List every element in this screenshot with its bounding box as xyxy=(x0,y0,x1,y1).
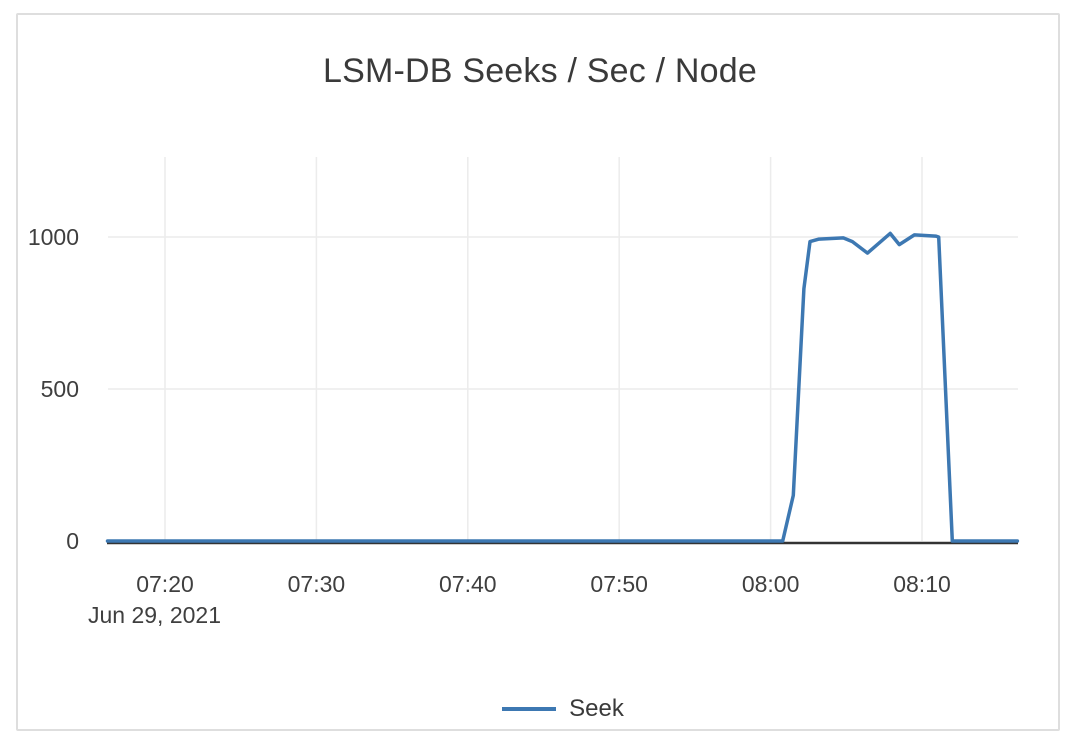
series-line-seek[interactable] xyxy=(105,231,1020,543)
legend: Seek xyxy=(46,695,1080,723)
x-tick-label: 08:00 xyxy=(742,571,800,597)
x-tick-label: 07:50 xyxy=(590,571,648,597)
x-tick-label: 08:10 xyxy=(893,571,951,597)
x-tick-label: 07:20 xyxy=(136,571,194,597)
legend-item-seek[interactable]: Seek xyxy=(502,695,624,723)
legend-label: Seek xyxy=(569,695,624,722)
y-tick-label: 1000 xyxy=(28,224,79,250)
y-tick-label: 500 xyxy=(41,376,79,402)
chart-card xyxy=(16,13,1060,731)
chart-title: LSM-DB Seeks / Sec / Node xyxy=(323,52,757,90)
x-tick-label: 07:40 xyxy=(439,571,497,597)
y-tick-label: 0 xyxy=(66,528,79,554)
x-axis-date-label: Jun 29, 2021 xyxy=(88,602,222,628)
x-tick-label: 07:30 xyxy=(288,571,346,597)
legend-line-swatch xyxy=(502,707,557,711)
